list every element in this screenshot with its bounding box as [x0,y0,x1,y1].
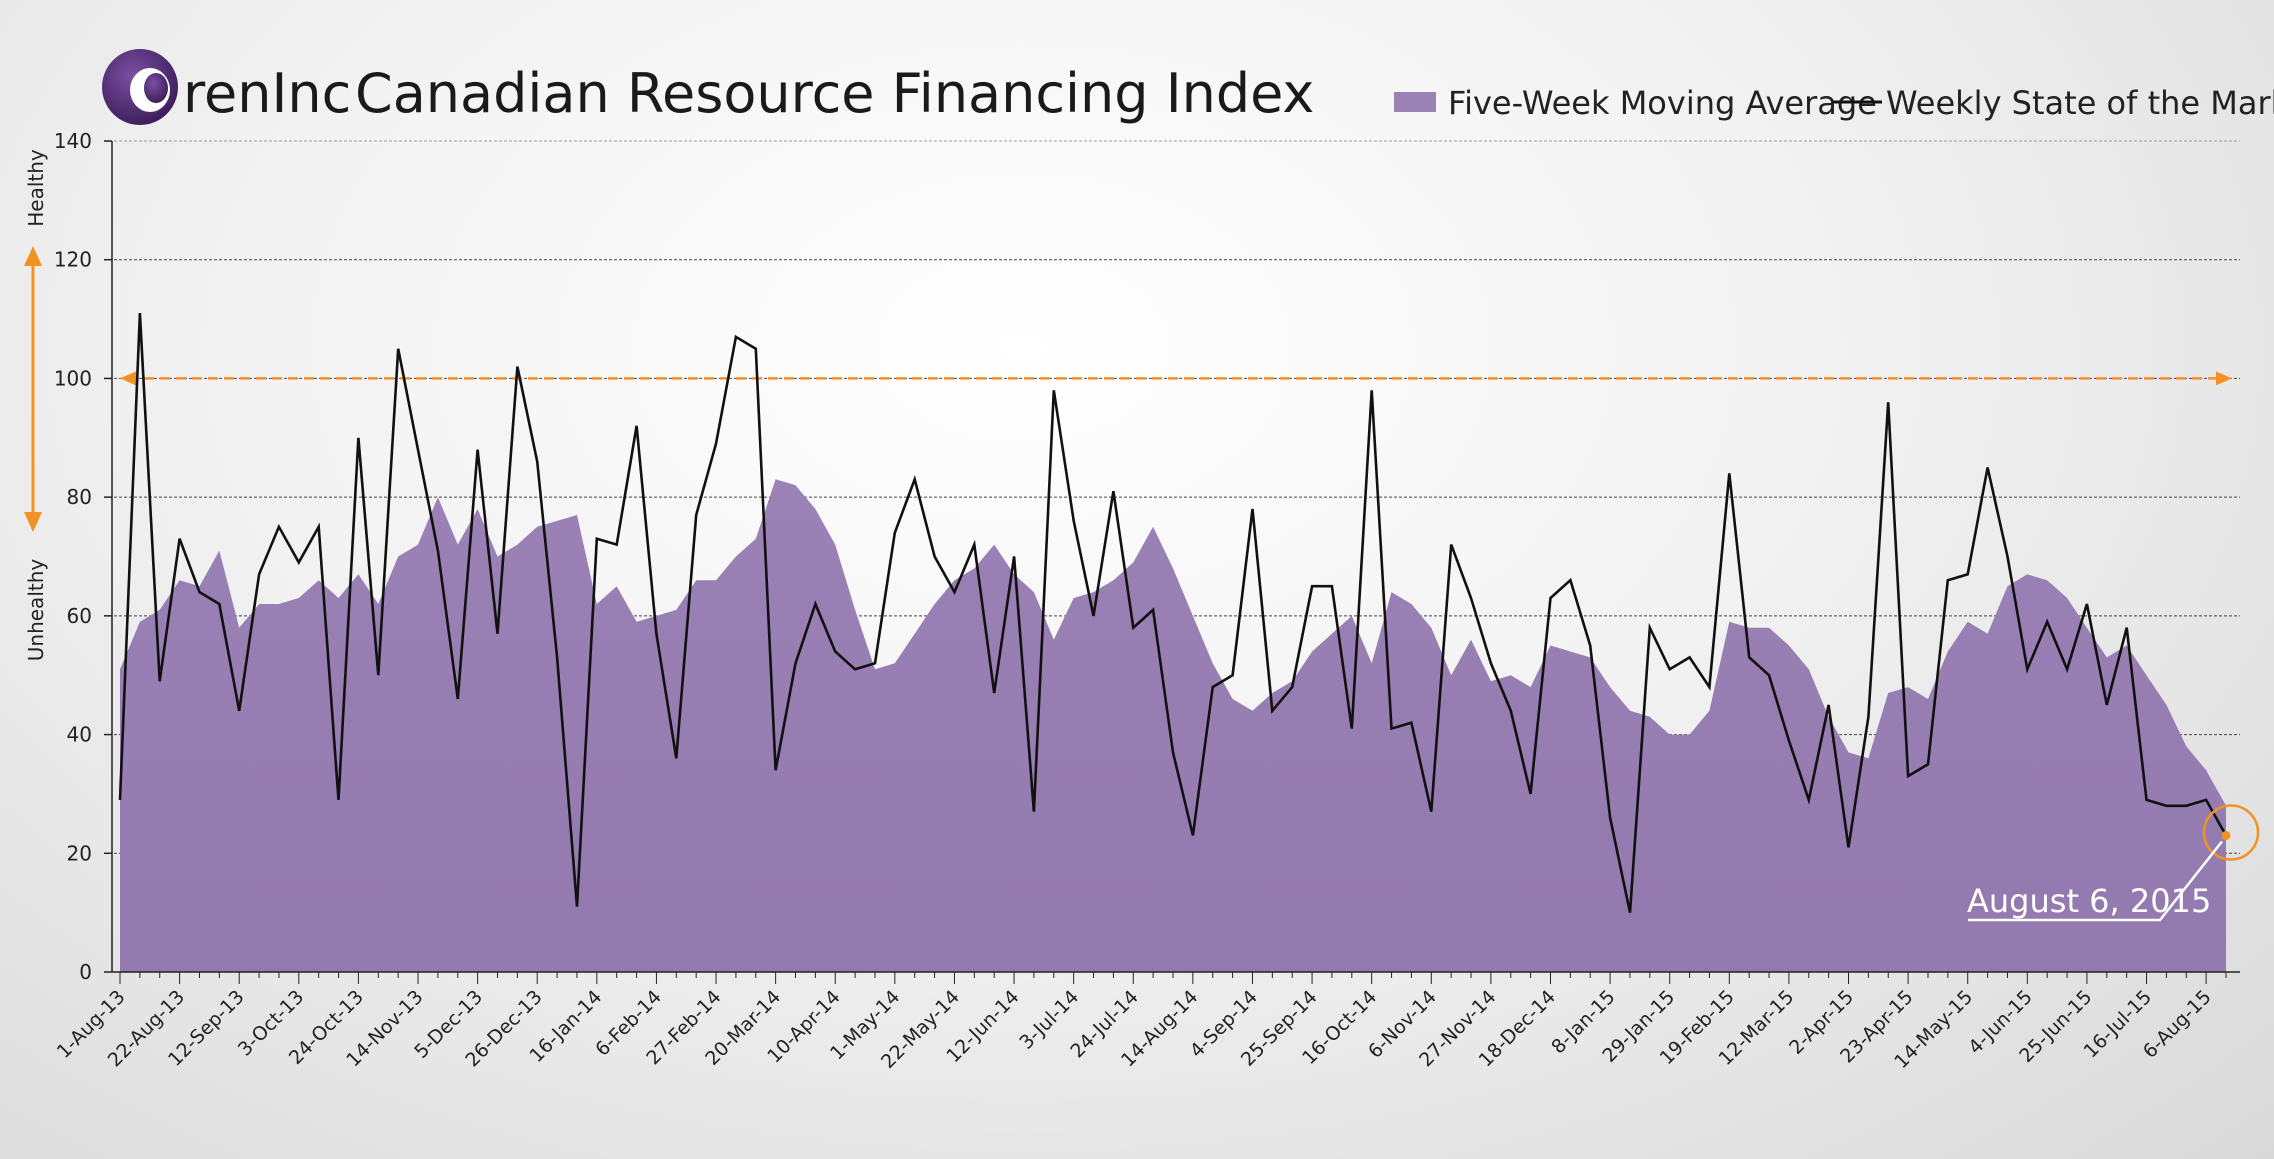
highlight-circle [2202,804,2260,861]
highlight-point [2221,830,2231,840]
axes [104,140,2240,984]
annotation: August 6, 2015 [1967,804,2260,922]
x-tick-labels: 1-Aug-1322-Aug-1312-Sep-133-Oct-1324-Oct… [53,986,2216,1073]
y-tick-label-120: 120 [54,248,92,272]
legend-area-label: Five-Week Moving Average [1448,84,1877,122]
chart-title: Canadian Resource Financing Index [355,62,1314,125]
legend-area-swatch [1394,92,1436,112]
annotation-label: August 6, 2015 [1967,882,2211,920]
weekly-state-line [118,313,2228,913]
brand-logo-icon [102,49,178,125]
health-arrow-icon [24,246,42,532]
line-layer [118,313,2228,913]
y-tick-label-0: 0 [79,960,92,984]
y-tick-label-20: 20 [67,841,92,865]
threshold-right-arrow-icon [2216,371,2232,386]
area-layer [120,479,2226,972]
legend: Five-Week Moving Average Weekly State of… [1394,84,2274,122]
y-tick-labels: 0 20 40 60 80 100 120 140 [54,129,92,984]
y-tick-label-60: 60 [67,604,92,628]
brand-name: renInc [183,62,351,125]
y-tick-label-140: 140 [54,129,92,153]
side-label-healthy: Healthy [24,149,48,227]
y-tick-label-40: 40 [67,723,92,747]
y-tick-label-80: 80 [67,485,92,509]
moving-average-area [120,479,2226,972]
threshold-layer [120,371,2232,386]
side-label-unhealthy: Unhealthy [24,559,48,662]
threshold-left-arrow-icon [120,371,136,386]
legend-line-label: Weekly State of the Market [1886,84,2274,122]
annotation-leader-line [1968,840,2223,922]
y-tick-label-100: 100 [54,366,92,390]
